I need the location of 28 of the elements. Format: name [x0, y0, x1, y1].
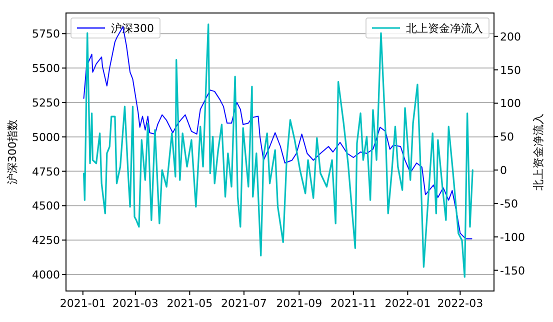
y-tick-label: 5750: [32, 28, 60, 41]
y2-tick-label: -150: [500, 264, 525, 278]
y2-tick-label: -50: [500, 197, 518, 210]
y-tick-label: 4750: [32, 165, 60, 178]
y-tick-label: 4000: [32, 268, 60, 282]
x-tick-label: 2022-01: [384, 297, 431, 310]
y2-tick-label: 150: [500, 64, 521, 77]
y2-tick-label: 200: [500, 30, 521, 44]
x-tick-label: 2021-11: [330, 297, 376, 310]
y-tick-label: 4500: [32, 200, 60, 213]
y2-tick-label: -100: [500, 230, 525, 244]
x-tick-label: 2022-03: [437, 297, 484, 310]
y2-tick-label: 0: [500, 164, 507, 178]
y2-tick-label: 50: [500, 130, 514, 144]
y-axis-title: 沪深300指数: [6, 120, 19, 184]
y-tick-label: 5250: [32, 96, 60, 110]
y-tick-label: 4250: [32, 234, 60, 248]
y2-tick-label: 100: [500, 97, 521, 110]
legend-label: 北上资金净流入: [406, 22, 483, 35]
y-tick-label: 5000: [32, 130, 60, 144]
y2-axis-title: 北上资金净流入: [532, 114, 545, 190]
y-tick-label: 5500: [32, 62, 60, 76]
x-tick-label: 2021-07: [220, 297, 267, 310]
x-tick-label: 2021-01: [60, 297, 106, 310]
x-tick-label: 2021-09: [276, 297, 322, 310]
x-tick-label: 2021-03: [112, 297, 158, 310]
x-tick-label: 2021-05: [166, 297, 213, 310]
legend: 北上资金净流入: [366, 18, 490, 38]
